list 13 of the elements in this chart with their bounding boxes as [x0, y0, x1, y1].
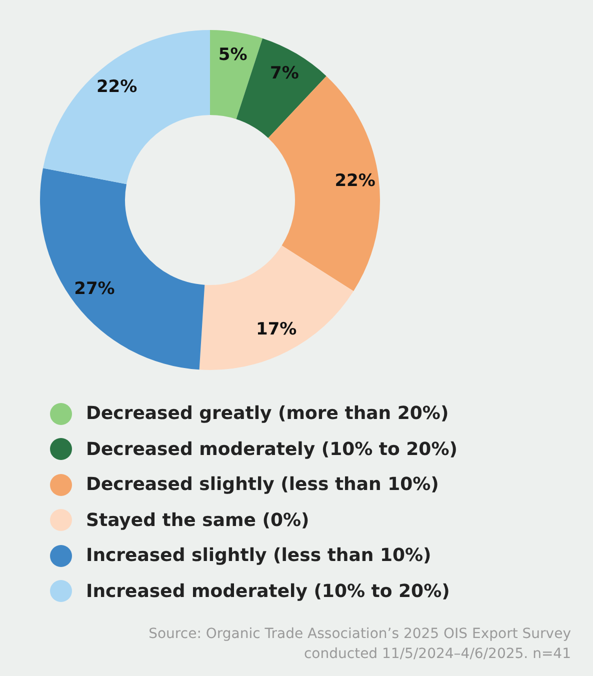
data-label: 17%	[256, 320, 297, 340]
data-label: 27%	[74, 279, 115, 300]
data-label: 7%	[270, 64, 299, 84]
data-label: 22%	[334, 171, 376, 192]
legend-label: Increased moderately (10% to 20%)	[86, 580, 450, 602]
source-note: Source: Organic Trade Association’s 2025 OIS Export Survey conducted 11/5/2024–4/6/2025. n=41	[148, 625, 571, 664]
legend-label: Increased slightly (less than 10%)	[86, 545, 432, 566]
legend-label: Decreased slightly (less than 10%)	[86, 474, 439, 496]
legend-label: Decreased greatly (more than 20%)	[86, 403, 449, 424]
data-label: 5%	[218, 45, 248, 66]
legend-label: Stayed the same (0%)	[86, 510, 310, 531]
data-label: 22%	[96, 76, 138, 97]
legend-label: Decreased moderately (10% to 20%)	[86, 438, 458, 460]
